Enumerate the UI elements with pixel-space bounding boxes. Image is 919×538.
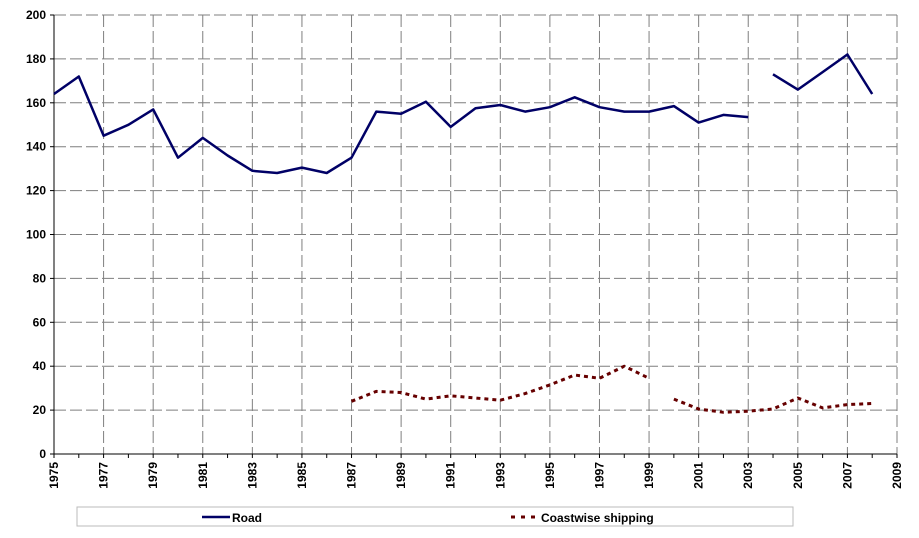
x-tick-label: 1999 bbox=[642, 462, 656, 489]
x-tick-label: 2007 bbox=[840, 462, 854, 489]
x-tick-label: 1977 bbox=[97, 462, 111, 489]
series-line-coastwise-shipping bbox=[673, 396, 873, 414]
y-tick-label: 180 bbox=[26, 52, 46, 66]
x-tick-label: 1981 bbox=[196, 462, 210, 489]
x-tick-label: 1985 bbox=[295, 462, 309, 489]
x-tick-label: 1995 bbox=[543, 462, 557, 489]
y-tick-label: 60 bbox=[33, 315, 47, 329]
y-tick-label: 0 bbox=[39, 447, 46, 461]
x-axis-ticks: 1975 1977 1979 1981 1983 1985 1987 1989 1991 1993… bbox=[47, 454, 904, 489]
grid-lines bbox=[54, 14, 898, 454]
series-group bbox=[53, 53, 874, 414]
x-tick-label: 2009 bbox=[890, 462, 904, 489]
legend: Road Coastwise shipping bbox=[76, 506, 794, 527]
y-tick-label: 120 bbox=[26, 184, 46, 198]
x-tick-label: 2003 bbox=[741, 462, 755, 489]
x-tick-label: 1989 bbox=[394, 462, 408, 489]
x-tick-label: 1987 bbox=[345, 462, 359, 489]
legend-box bbox=[76, 506, 794, 527]
y-tick-label: 80 bbox=[33, 271, 47, 285]
series-line-road bbox=[53, 75, 749, 175]
y-tick-label: 100 bbox=[26, 228, 46, 242]
series-line-coastwise-shipping bbox=[350, 364, 650, 403]
y-tick-label: 40 bbox=[33, 359, 47, 373]
y-tick-label: 160 bbox=[26, 96, 46, 110]
x-tick-label: 2001 bbox=[692, 462, 706, 489]
legend-label-coastwise-shipping: Coastwise shipping bbox=[541, 511, 654, 525]
y-axis-ticks: 0 20 40 60 80 100 120 140 160 180 200 bbox=[26, 8, 54, 461]
x-tick-label: 2005 bbox=[791, 462, 805, 489]
x-tick-label: 1975 bbox=[47, 462, 61, 489]
legend-label-road: Road bbox=[232, 511, 262, 525]
x-tick-label: 1983 bbox=[245, 462, 259, 489]
x-tick-label: 1991 bbox=[444, 462, 458, 489]
y-tick-label: 20 bbox=[33, 403, 47, 417]
series-line-road bbox=[772, 53, 874, 95]
y-tick-label: 200 bbox=[26, 8, 46, 22]
y-tick-label: 140 bbox=[26, 140, 46, 154]
x-tick-label: 1979 bbox=[146, 462, 160, 489]
x-tick-label: 1997 bbox=[592, 462, 606, 489]
x-tick-label: 1993 bbox=[493, 462, 507, 489]
